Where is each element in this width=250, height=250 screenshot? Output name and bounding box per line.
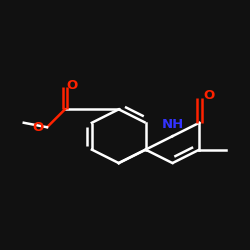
Text: O: O bbox=[32, 121, 44, 134]
Text: NH: NH bbox=[161, 118, 184, 131]
Text: O: O bbox=[203, 90, 214, 102]
Text: O: O bbox=[67, 79, 78, 92]
